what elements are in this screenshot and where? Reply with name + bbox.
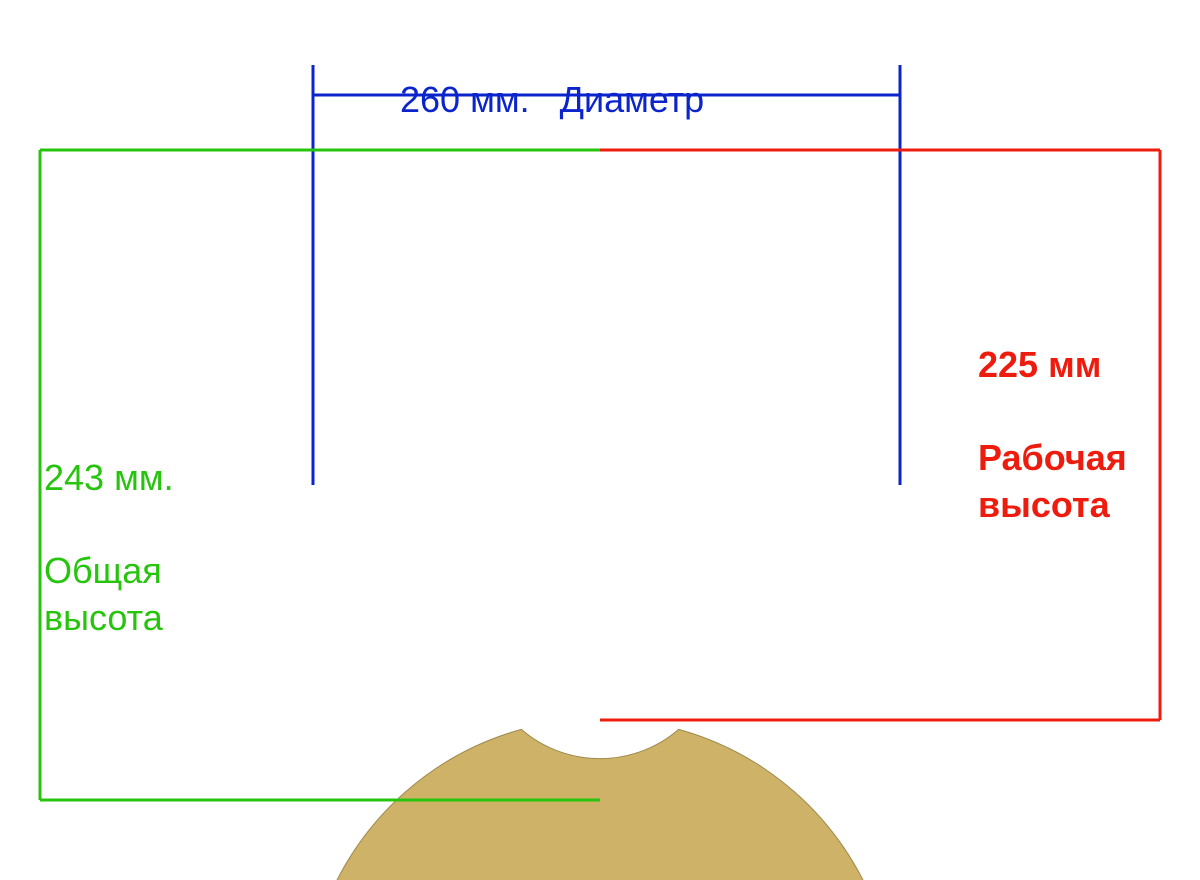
diameter-value: 260 мм. — [400, 79, 530, 120]
working-height-value: 225 мм — [978, 344, 1101, 385]
diameter-label: 260 мм. Диаметр — [400, 30, 704, 124]
diameter-caption: Диаметр — [560, 79, 705, 120]
working-height-label: 225 мм Рабочая высота — [978, 295, 1127, 529]
dimension-diameter — [313, 65, 900, 485]
working-height-caption: Рабочая высота — [978, 437, 1127, 525]
log-cross-section — [305, 160, 895, 880]
total-height-caption: Общая высота — [44, 550, 163, 638]
total-height-label: 243 мм. Общая высота — [44, 408, 174, 642]
total-height-value: 243 мм. — [44, 457, 174, 498]
